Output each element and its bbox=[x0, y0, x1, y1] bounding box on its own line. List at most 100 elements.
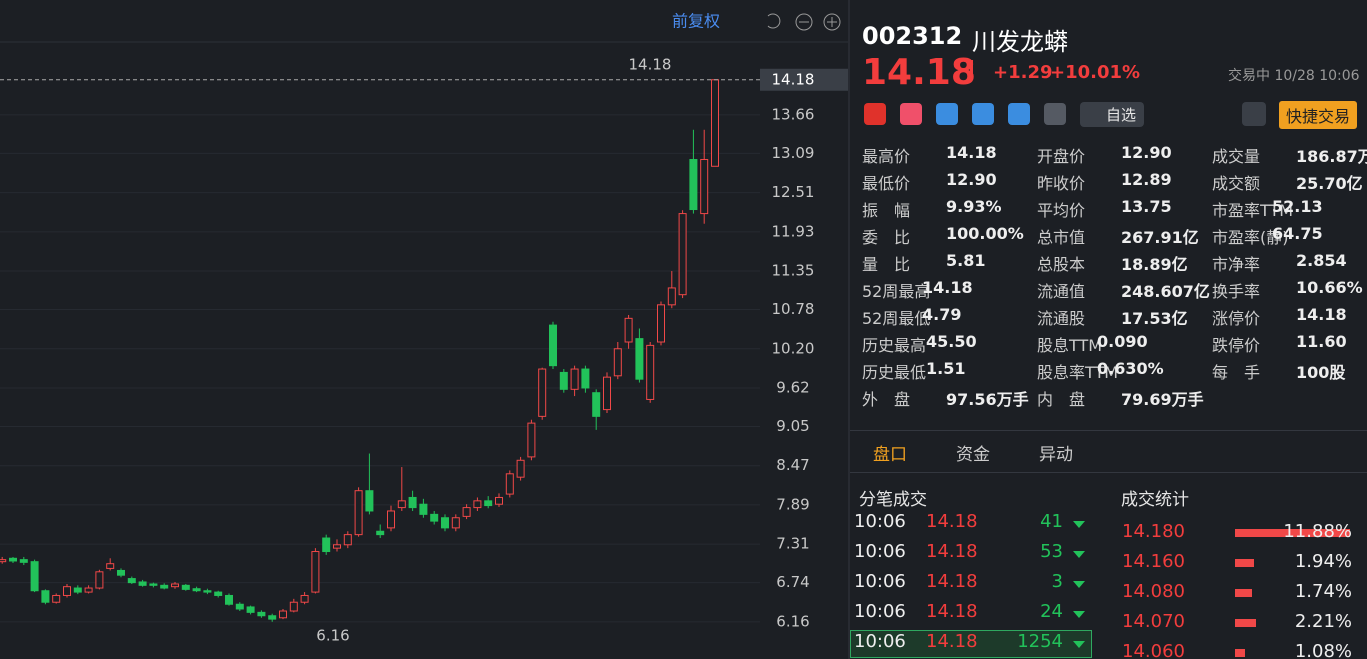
icon[interactable] bbox=[900, 103, 922, 125]
candle-body bbox=[106, 563, 115, 569]
y-tick-label: 7.31 bbox=[776, 535, 809, 553]
tab[interactable]: 盘口 bbox=[873, 445, 907, 465]
candle-body bbox=[343, 534, 352, 546]
trade-volume: 3 bbox=[1051, 571, 1063, 592]
candle-body bbox=[19, 559, 28, 563]
trade-price: 14.18 bbox=[926, 512, 978, 532]
stat-label: 委 比 bbox=[862, 228, 911, 247]
last-price-box bbox=[760, 68, 848, 91]
stat-value: 0.630% bbox=[1097, 359, 1164, 378]
candle-body bbox=[192, 588, 201, 592]
candle-body bbox=[63, 586, 71, 596]
trade-volume: 1254 bbox=[1017, 631, 1063, 652]
candle-body bbox=[289, 601, 298, 612]
stat-value: 12.90 bbox=[1121, 143, 1172, 162]
candle-body bbox=[441, 517, 449, 529]
trade-button[interactable]: 快捷交易 bbox=[1279, 101, 1358, 129]
icon[interactable] bbox=[936, 103, 958, 125]
icon[interactable] bbox=[1008, 103, 1030, 125]
zoom-out[interactable] bbox=[795, 13, 813, 31]
candle-body bbox=[451, 517, 460, 529]
price-level: 14.060 bbox=[1122, 641, 1185, 659]
stat-label: 流通股 bbox=[1037, 309, 1086, 328]
stat-label: 股息率TTM bbox=[1037, 363, 1119, 382]
stat-value: 9.93% bbox=[946, 197, 1002, 216]
candle-body bbox=[30, 561, 39, 592]
chart: 前复权 13.66 13.09 12.51 11.93 11.35 10.78 10.20 9… bbox=[0, 0, 850, 659]
price-level: 14.080 bbox=[1122, 581, 1185, 602]
watch-button[interactable]: 自选 bbox=[1080, 102, 1145, 127]
candle-body bbox=[149, 583, 158, 586]
trade-price: 14.18 bbox=[926, 631, 978, 652]
trade-time: 10:06 bbox=[854, 601, 906, 622]
candle-body bbox=[549, 324, 557, 367]
candle-body bbox=[0, 559, 7, 563]
icon[interactable] bbox=[864, 103, 886, 125]
stat-label: 换手率 bbox=[1212, 282, 1261, 301]
section-title: 分笔成交 bbox=[859, 490, 927, 510]
y-tick-label: 8.47 bbox=[776, 456, 809, 474]
candle-body bbox=[203, 590, 212, 593]
trade-time: 10:06 bbox=[854, 541, 906, 562]
candle-body bbox=[516, 459, 525, 478]
trade-price: 14.18 bbox=[926, 601, 978, 622]
candle-body bbox=[505, 473, 514, 495]
candle-body bbox=[657, 304, 665, 343]
stat-label: 平均价 bbox=[1037, 201, 1086, 220]
stat-label: 内 盘 bbox=[1037, 390, 1086, 409]
stat-value: 100股 bbox=[1296, 363, 1346, 382]
stat-value: 248.607亿 bbox=[1121, 282, 1210, 301]
adjust-button[interactable]: 前复权 bbox=[672, 12, 720, 31]
candle-body bbox=[322, 537, 331, 553]
arrow bbox=[970, 60, 973, 80]
candle-body bbox=[300, 594, 309, 603]
stat-label: 市盈率(静) bbox=[1212, 228, 1289, 247]
undo[interactable] bbox=[767, 13, 781, 29]
stat-label: 量 比 bbox=[862, 255, 911, 274]
trade-price: 14.18 bbox=[926, 571, 978, 592]
stat-value: 25.70亿 bbox=[1296, 174, 1363, 193]
stat-label: 成交量 bbox=[1212, 147, 1261, 166]
volume-bar bbox=[1235, 589, 1252, 597]
high-label: 14.18 bbox=[629, 56, 672, 74]
stat-value: 1.51 bbox=[926, 359, 966, 378]
candle-body bbox=[225, 594, 233, 605]
stat-label: 最高价 bbox=[862, 147, 911, 166]
stat-value: 45.50 bbox=[926, 332, 977, 351]
volume-pct: 1.08% bbox=[1294, 641, 1352, 659]
stat-label: 总股本 bbox=[1037, 255, 1086, 274]
y-tick-label: 7.89 bbox=[776, 495, 809, 513]
tab[interactable]: 资金 bbox=[956, 445, 990, 465]
volume-pct: 11.88% bbox=[1283, 521, 1352, 542]
stat-label: 市净率 bbox=[1212, 255, 1261, 274]
volume-bar bbox=[1235, 649, 1246, 657]
stat-label: 开盘价 bbox=[1037, 147, 1086, 166]
stat-label: 52周最高 bbox=[862, 282, 931, 301]
candle-body bbox=[279, 610, 287, 619]
y-tick-label: 6.74 bbox=[776, 573, 809, 591]
stat-label: 总市值 bbox=[1037, 228, 1086, 247]
stat-value: 14.18 bbox=[946, 143, 997, 162]
candle-body bbox=[365, 490, 374, 512]
icon[interactable] bbox=[1044, 103, 1066, 125]
icon[interactable] bbox=[972, 103, 994, 125]
price-level: 14.070 bbox=[1122, 611, 1185, 632]
volume-bar bbox=[1235, 619, 1257, 627]
stock-name: 川发龙蟒 bbox=[972, 28, 1068, 56]
volume-pct: 1.94% bbox=[1294, 551, 1352, 572]
stat-label: 52周最低 bbox=[862, 309, 931, 328]
trade-time: 10:06 bbox=[854, 512, 906, 532]
bell[interactable] bbox=[1242, 102, 1266, 126]
candle-body bbox=[462, 507, 471, 517]
candle-body bbox=[646, 344, 655, 400]
tab[interactable]: 异动 bbox=[1039, 445, 1073, 465]
stat-value: 64.75 bbox=[1272, 224, 1323, 243]
candle-body bbox=[408, 496, 417, 509]
candle-body bbox=[678, 213, 687, 296]
stat-label: 市盈率TTM bbox=[1212, 201, 1294, 220]
divider bbox=[850, 430, 1367, 431]
candle-body bbox=[527, 422, 536, 458]
stat-value: 100.00% bbox=[946, 224, 1024, 243]
zoom-in[interactable] bbox=[823, 13, 841, 31]
last-price-label: 14.18 bbox=[772, 70, 815, 88]
